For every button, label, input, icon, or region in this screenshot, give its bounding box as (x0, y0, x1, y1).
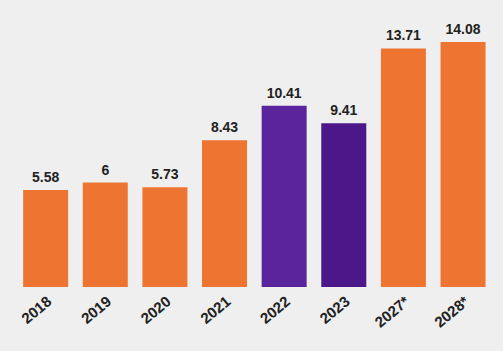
svg-text:2021: 2021 (197, 292, 233, 326)
svg-text:5.73: 5.73 (151, 166, 178, 182)
svg-text:5.58: 5.58 (32, 169, 59, 185)
svg-text:2027*: 2027* (371, 292, 412, 330)
svg-text:2019: 2019 (78, 292, 114, 326)
svg-text:2018: 2018 (18, 292, 54, 326)
svg-text:2022: 2022 (257, 292, 293, 326)
svg-text:2020: 2020 (137, 292, 173, 326)
svg-text:2028*: 2028* (431, 292, 472, 330)
svg-text:10.41: 10.41 (267, 85, 302, 101)
svg-text:6: 6 (101, 162, 109, 178)
svg-text:13.71: 13.71 (386, 27, 421, 43)
svg-text:14.08: 14.08 (446, 21, 481, 37)
svg-text:8.43: 8.43 (211, 119, 238, 135)
svg-text:2023: 2023 (316, 292, 352, 326)
svg-text:9.41: 9.41 (330, 102, 357, 118)
